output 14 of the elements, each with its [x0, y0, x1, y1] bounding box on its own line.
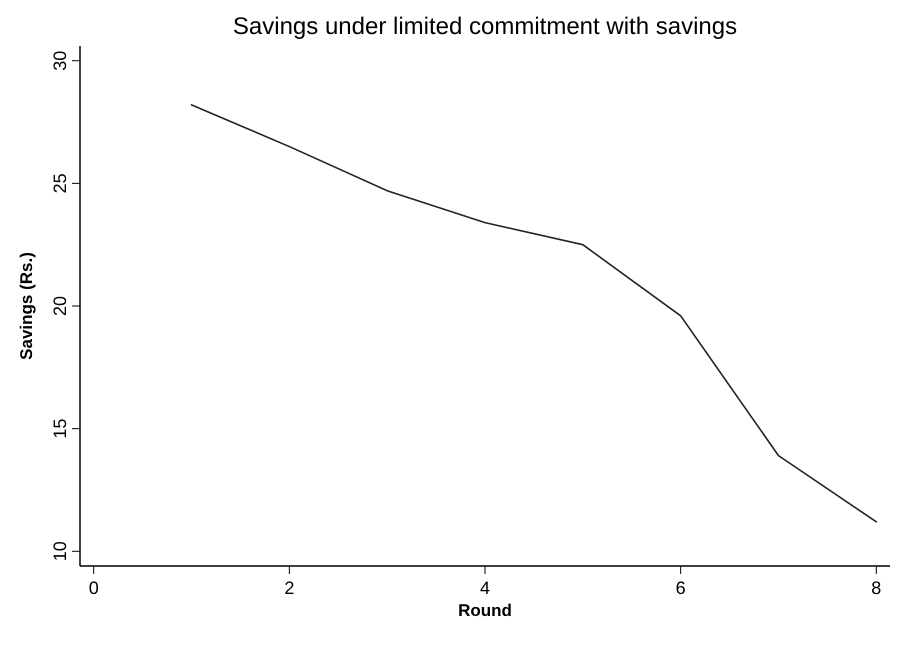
line-series: [190, 104, 878, 523]
y-tick-label: 15: [50, 418, 70, 439]
x-tick-label: 4: [480, 578, 490, 598]
x-tick-label: 6: [676, 578, 686, 598]
x-tick-label: 0: [88, 578, 99, 598]
x-tick-label: 8: [871, 578, 882, 598]
y-tick-label: 25: [50, 173, 70, 194]
x-axis-title: Round: [458, 601, 512, 620]
chart-title: Savings under limited commitment with savings: [232, 13, 738, 40]
x-tick-label: 2: [284, 578, 294, 598]
y-tick-label: 20: [50, 296, 70, 316]
y-axis-title: Savings (Rs.): [17, 252, 36, 360]
y-tick-label: 10: [50, 541, 70, 562]
y-tick-label: 30: [50, 50, 70, 71]
